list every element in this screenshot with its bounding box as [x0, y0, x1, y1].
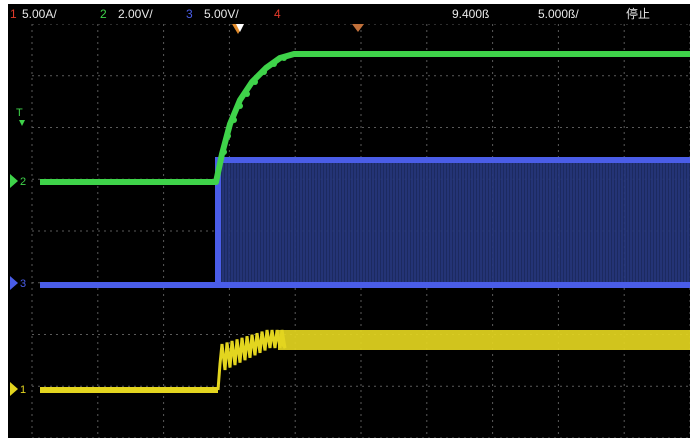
ch2-ground-marker[interactable]: 2	[20, 176, 26, 188]
waveform-svg: T 2 3 1	[10, 24, 690, 438]
time-scale[interactable]: 5.000ß/	[538, 7, 579, 21]
ch2-trace	[40, 51, 690, 185]
time-reference-marker	[236, 24, 244, 32]
ch1-ripple-band	[278, 330, 690, 350]
waveform-screen: T 2 3 1	[8, 24, 690, 438]
ch2-ripple-dot	[237, 103, 243, 109]
ch3-trace	[40, 157, 690, 288]
ch2-ripple-dot	[221, 149, 227, 155]
ch2-ripple-dot	[231, 117, 237, 123]
ch1-trace	[216, 329, 287, 391]
ch3-switching-lines	[219, 163, 689, 282]
ch1-ground-marker[interactable]: 1	[20, 384, 26, 396]
trigger-level-arrow-icon	[19, 120, 25, 126]
ch3-ground-marker[interactable]: 3	[20, 278, 26, 290]
ch2-ripple-dot	[271, 61, 277, 67]
trigger-level-marker[interactable]: T	[16, 107, 23, 119]
ch3-ground-arrow-icon	[10, 276, 18, 290]
ch2-ripple-dot	[225, 133, 231, 139]
ch2-ripple-dot	[252, 79, 258, 85]
ch2-ripple-markers	[221, 55, 287, 155]
ch1-scale[interactable]: 5.00A/	[22, 7, 57, 21]
ch1-ground-arrow-icon	[10, 382, 18, 396]
ch3-number[interactable]: 3	[186, 7, 193, 21]
ch2-scale[interactable]: 2.00V/	[118, 7, 153, 21]
trigger-point-marker	[352, 24, 364, 32]
status-bar: 1 5.00A/ 2 2.00V/ 3 5.00V/ 4 9.400ß 5.00…	[8, 4, 690, 24]
ch4-number[interactable]: 4	[274, 7, 281, 21]
ch2-ripple-dot	[244, 91, 250, 97]
ch1-number[interactable]: 1	[10, 7, 17, 21]
ch2-ripple-dot	[261, 69, 267, 75]
ch3-scale[interactable]: 5.00V/	[204, 7, 239, 21]
time-position[interactable]: 9.400ß	[452, 7, 490, 21]
run-state[interactable]: 停止	[626, 7, 651, 21]
ch2-ripple-dot	[281, 55, 287, 61]
ch2-ground-arrow-icon	[10, 174, 18, 188]
ch2-number[interactable]: 2	[100, 7, 107, 21]
